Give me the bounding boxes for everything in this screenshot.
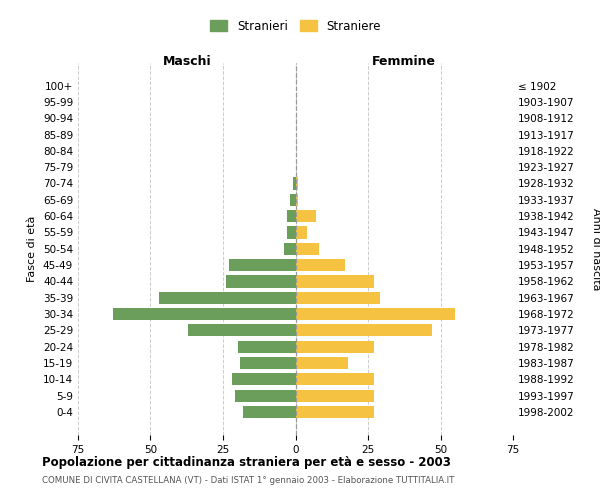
Text: Maschi: Maschi — [163, 54, 211, 68]
Y-axis label: Anni di nascita: Anni di nascita — [591, 208, 600, 290]
Bar — [159, 292, 296, 304]
Bar — [296, 390, 374, 402]
Bar — [244, 406, 296, 418]
Bar — [296, 226, 307, 238]
Bar — [296, 276, 374, 287]
Bar — [284, 242, 296, 255]
Text: Popolazione per cittadinanza straniera per età e sesso - 2003: Popolazione per cittadinanza straniera p… — [42, 456, 451, 469]
Bar — [290, 194, 296, 206]
Text: Femmine: Femmine — [372, 54, 436, 68]
Bar — [296, 242, 319, 255]
Bar — [188, 324, 296, 336]
Bar — [235, 390, 296, 402]
Bar — [296, 340, 374, 353]
Legend: Stranieri, Straniere: Stranieri, Straniere — [206, 16, 385, 36]
Bar — [287, 226, 296, 238]
Bar — [296, 292, 380, 304]
Y-axis label: Fasce di età: Fasce di età — [28, 216, 37, 282]
Bar — [241, 357, 296, 369]
Bar — [296, 194, 298, 206]
Bar — [232, 373, 296, 386]
Bar — [296, 259, 345, 271]
Bar — [296, 357, 348, 369]
Bar — [287, 210, 296, 222]
Bar — [293, 178, 296, 190]
Bar — [296, 406, 374, 418]
Bar — [296, 210, 316, 222]
Bar — [229, 259, 296, 271]
Bar — [296, 373, 374, 386]
Bar — [296, 178, 298, 190]
Bar — [226, 276, 296, 287]
Bar — [296, 324, 432, 336]
Text: COMUNE DI CIVITA CASTELLANA (VT) - Dati ISTAT 1° gennaio 2003 - Elaborazione TUT: COMUNE DI CIVITA CASTELLANA (VT) - Dati … — [42, 476, 454, 485]
Bar — [238, 340, 296, 353]
Bar — [113, 308, 296, 320]
Bar — [296, 308, 455, 320]
